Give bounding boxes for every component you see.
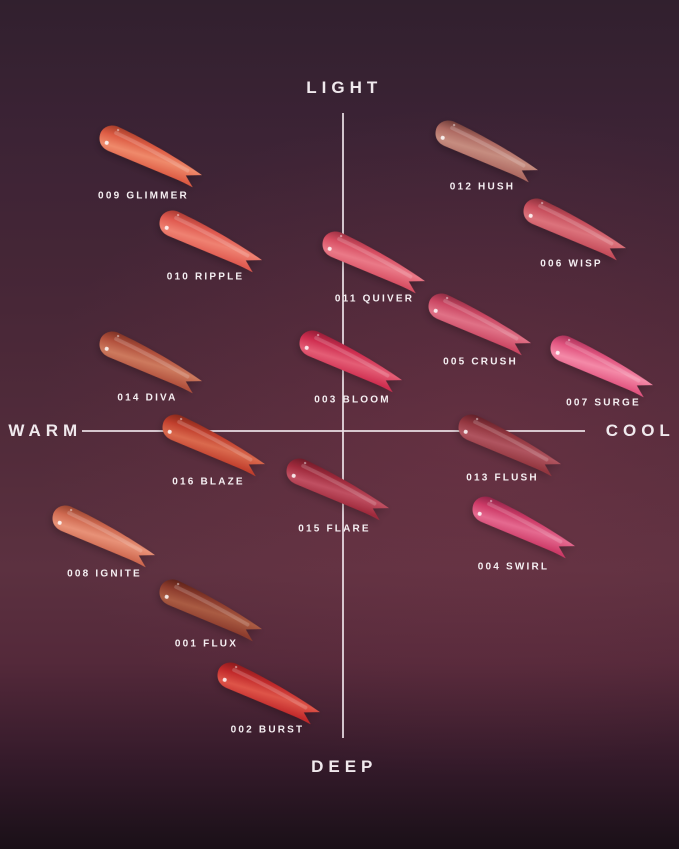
vertical-axis-line xyxy=(342,113,344,738)
lipstick-smear-icon xyxy=(159,579,262,642)
horizontal-axis-line xyxy=(82,430,585,432)
swatch-label: 013 FLUSH xyxy=(466,472,539,484)
lipstick-smear-icon xyxy=(99,125,202,188)
swatch-label: 009 GLIMMER xyxy=(98,190,189,202)
swatch-label: 016 BLAZE xyxy=(172,476,245,488)
lipstick-smear-icon xyxy=(428,293,531,356)
swatch-wisp xyxy=(516,194,634,266)
axis-label-light: LIGHT xyxy=(306,78,383,97)
swatch-diva xyxy=(92,327,210,399)
swatch-flux xyxy=(152,575,270,647)
lipstick-smear-icon xyxy=(435,120,538,183)
swatch-hush xyxy=(428,116,546,188)
swatch-burst xyxy=(210,658,328,730)
lipstick-smear-icon xyxy=(523,198,626,261)
lipstick-smear-icon xyxy=(159,210,262,273)
lipstick-smear-icon xyxy=(322,231,425,294)
swatch-label: 008 IGNITE xyxy=(67,568,142,580)
lipstick-smear-icon xyxy=(162,414,265,477)
swatch-ripple xyxy=(152,206,270,278)
axis-label-warm: WARM xyxy=(8,421,83,440)
swatch-flare xyxy=(279,454,397,526)
swatch-label: 001 FLUX xyxy=(174,638,239,650)
swatch-glimmer xyxy=(92,121,210,193)
swatch-ignite xyxy=(45,501,163,573)
swatch-label: 015 FLARE xyxy=(298,523,371,535)
swatch-quiver xyxy=(315,227,433,299)
lipstick-smear-icon xyxy=(286,458,389,521)
swatch-swirl xyxy=(465,492,583,564)
swatch-label: 002 BURST xyxy=(230,724,305,736)
swatch-crush xyxy=(421,289,539,361)
swatch-blaze xyxy=(155,410,273,482)
axis-label-deep: DEEP xyxy=(311,757,378,776)
lipstick-smear-icon xyxy=(52,505,155,568)
swatch-label: 007 SURGE xyxy=(566,397,641,409)
axis-label-cool: COOL xyxy=(605,421,675,440)
swatch-label: 011 QUIVER xyxy=(334,293,415,305)
lipstick-smear-icon xyxy=(472,496,575,559)
swatch-label: 010 RIPPLE xyxy=(166,271,245,283)
swatch-bloom xyxy=(292,326,410,398)
lipstick-smear-icon xyxy=(217,662,320,725)
swatch-label: 006 WISP xyxy=(540,258,603,270)
lipstick-smear-icon xyxy=(299,330,402,393)
lipstick-smear-icon xyxy=(99,331,202,394)
lipstick-smear-icon xyxy=(458,414,561,477)
swatch-flush xyxy=(451,410,569,482)
swatch-label: 004 SWIRL xyxy=(477,561,550,573)
swatch-label: 003 BLOOM xyxy=(314,394,391,406)
swatch-label: 005 CRUSH xyxy=(443,356,518,368)
swatch-label: 012 HUSH xyxy=(449,181,516,193)
lipstick-smear-icon xyxy=(550,335,653,398)
swatch-surge xyxy=(543,331,661,403)
swatch-label: 014 DIVA xyxy=(117,392,178,404)
